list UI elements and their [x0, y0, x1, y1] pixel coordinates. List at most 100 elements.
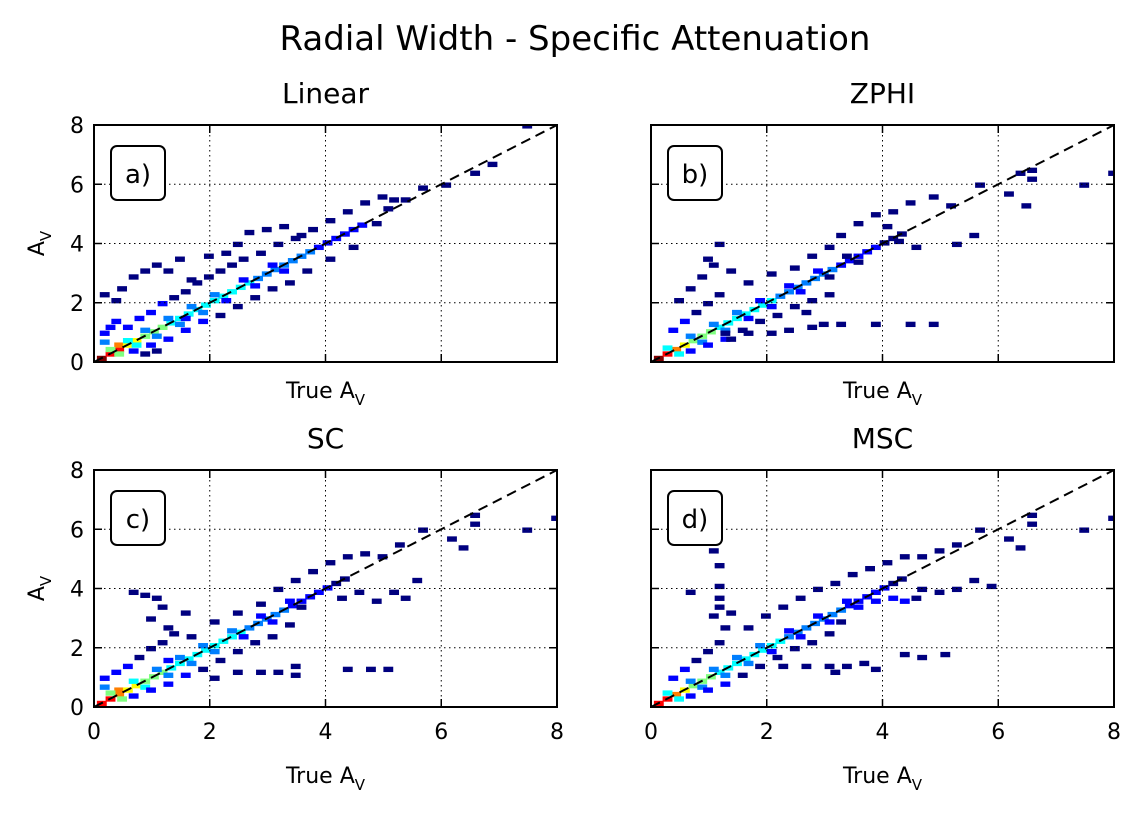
heatmap-cell: [151, 595, 162, 601]
heatmap-cell: [331, 580, 342, 587]
heatmap-cell: [784, 327, 794, 333]
one-to-one-line: [651, 125, 1114, 362]
heatmap-cell: [175, 256, 185, 262]
heatmap-cell: [882, 223, 893, 230]
heatmap-cell: [951, 241, 962, 248]
x-axis-label: True AV: [842, 379, 923, 409]
heatmap-cell: [888, 580, 899, 587]
heatmap-cell: [331, 235, 342, 242]
heatmap-cell: [244, 229, 255, 236]
heatmap-cell: [157, 640, 168, 646]
heatmap-cell: [740, 311, 751, 317]
heatmap-cell: [888, 209, 899, 215]
heatmap-cell: [256, 669, 266, 676]
x-axis-label-sub: V: [912, 391, 923, 409]
y-tick-label: 6: [70, 518, 84, 543]
heatmap-cell: [813, 268, 823, 274]
heatmap-cell: [743, 330, 754, 336]
heatmap-cell: [703, 300, 713, 307]
y-axis-label: AV: [25, 575, 55, 601]
heatmap-cell: [674, 298, 685, 304]
heatmap-cell: [279, 268, 290, 274]
heatmap-cell: [697, 274, 708, 280]
heatmap-cell: [784, 289, 794, 295]
heatmap-cell: [114, 342, 125, 348]
heatmap-cell: [679, 666, 690, 673]
heatmap-cell: [841, 253, 852, 259]
heatmap-cell: [186, 634, 197, 640]
heatmap-cell: [325, 218, 336, 224]
heatmap-cell: [99, 684, 110, 690]
heatmap-cell: [824, 631, 835, 637]
heatmap-cell: [685, 693, 696, 699]
heatmap-cell: [267, 262, 278, 268]
x-axis-label: True AV: [285, 764, 366, 794]
heatmap-cell: [377, 194, 388, 200]
heatmap-cell: [830, 669, 841, 676]
y-tick-label: 8: [70, 459, 84, 484]
heatmap-cell: [201, 302, 211, 308]
y-axis-label: AV: [25, 230, 55, 256]
y-tick-label: 4: [70, 578, 84, 603]
heatmap-cell: [685, 286, 696, 292]
heatmap-cell: [441, 182, 452, 188]
heatmap-cell: [841, 663, 852, 670]
heatmap-cell: [755, 663, 766, 670]
heatmap-cell: [140, 592, 151, 598]
heatmap-cell: [180, 289, 191, 295]
x-axis-label-sub: V: [355, 391, 366, 409]
heatmap-cell: [870, 212, 881, 218]
one-to-one-line: [94, 125, 557, 362]
heatmap-cell: [737, 327, 748, 333]
heatmap-cell: [870, 321, 881, 328]
heatmap-cell: [847, 571, 858, 578]
x-tick-label: 2: [203, 720, 217, 745]
heatmap-cell: [325, 560, 336, 566]
one-to-one-line: [94, 470, 557, 707]
heatmap-cell: [117, 286, 128, 292]
heatmap-cell: [911, 595, 922, 601]
heatmap-cell: [708, 262, 719, 268]
heatmap-cell: [140, 351, 151, 357]
heatmap-cell: [732, 309, 742, 316]
heatmap-cell: [1015, 545, 1026, 551]
heatmap-cell: [290, 577, 301, 584]
heatmap-cell: [342, 666, 353, 673]
heatmap-cell: [899, 598, 910, 604]
heatmap-cell: [232, 648, 243, 655]
heatmap-cell: [766, 648, 777, 655]
heatmap-cell: [99, 675, 110, 681]
heatmap-cell: [789, 645, 800, 652]
heatmap-cell: [157, 604, 168, 610]
heatmap-cell: [273, 586, 284, 593]
heatmap-cell: [151, 348, 162, 354]
heatmap-cell: [911, 244, 922, 251]
x-tick-label: 6: [434, 720, 448, 745]
heatmap-cell: [928, 194, 939, 200]
heatmap-cell: [128, 589, 139, 596]
heatmap-cell: [203, 274, 214, 280]
heatmap-cell: [1108, 170, 1114, 176]
heatmap-cell: [870, 244, 881, 251]
heatmap-cell: [313, 244, 324, 251]
heatmap-cell: [183, 656, 194, 662]
heatmap-cell: [743, 625, 754, 631]
heatmap-cell: [342, 554, 353, 560]
heatmap-cell: [703, 648, 713, 655]
heatmap-cell: [163, 657, 174, 664]
heatmap-cell: [714, 604, 725, 610]
heatmap-cell: [708, 613, 719, 619]
y-tick-label: 2: [70, 637, 84, 662]
heatmap-cell: [232, 303, 243, 310]
heatmap-cell: [975, 182, 985, 188]
heatmap-cell: [209, 292, 220, 298]
heatmap-cell: [198, 643, 209, 649]
heatmap-cell: [870, 589, 881, 596]
heatmap-cell: [824, 663, 835, 670]
heatmap-cell: [1004, 191, 1014, 197]
heatmap-cell: [470, 512, 481, 518]
heatmap-cell: [151, 262, 162, 268]
heatmap-cell: [383, 206, 394, 212]
